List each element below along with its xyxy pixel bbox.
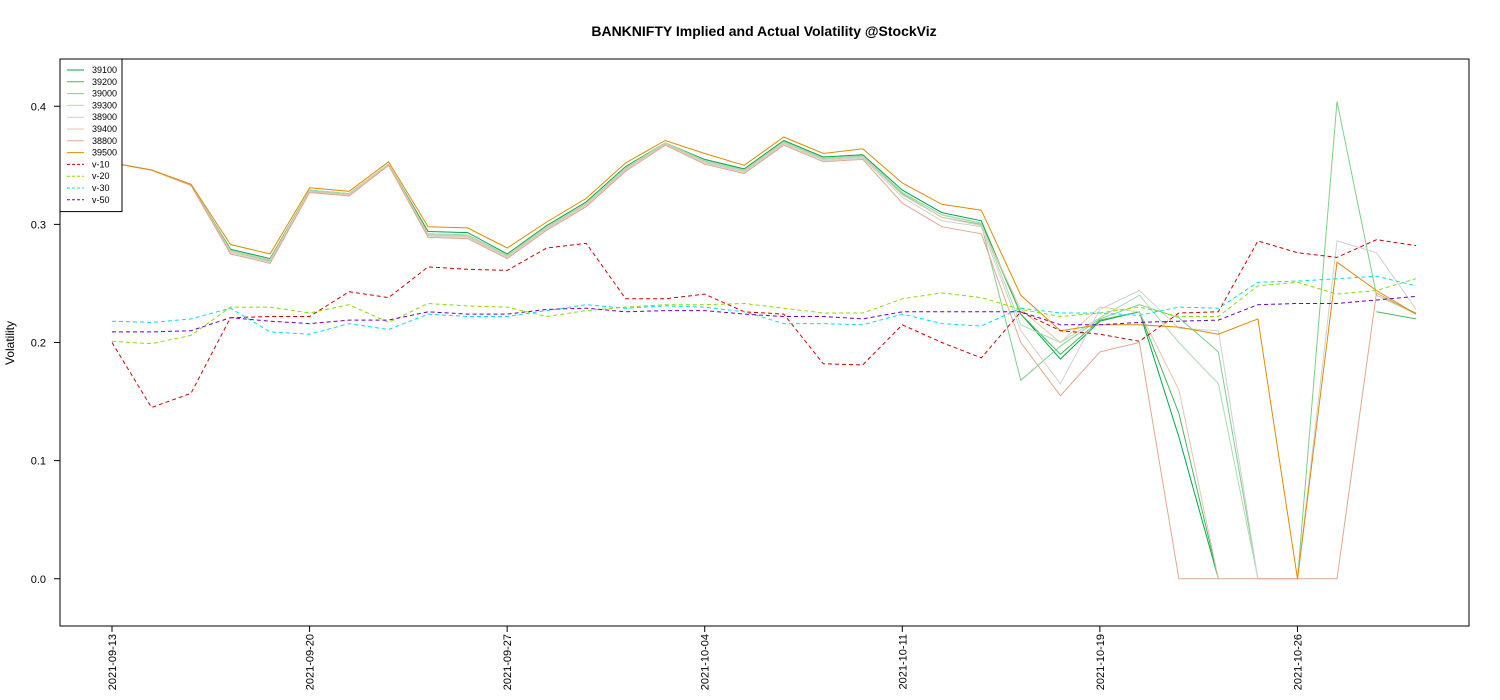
series-39500: [111, 136, 1417, 579]
series-layer: [111, 101, 1417, 580]
series-v-50: [112, 295, 1417, 333]
series-line: [112, 295, 1417, 333]
series-line: [111, 139, 1219, 579]
x-tick-label: 2021-10-19: [1095, 634, 1107, 690]
series-v-20: [111, 278, 1417, 345]
series-39200: [111, 141, 1417, 579]
legend-label: 39200: [92, 77, 117, 87]
series-38900: [111, 143, 1417, 580]
x-tick-label: 2021-09-13: [107, 634, 119, 690]
legend-label: v-30: [92, 183, 110, 193]
legend-label: v-20: [92, 171, 110, 181]
legend-label: 39400: [92, 124, 117, 134]
series-38800: [111, 144, 1417, 580]
series-line: [111, 239, 1417, 409]
series-line: [111, 278, 1417, 345]
series-line: [111, 141, 1417, 579]
y-tick-label: 0.2: [31, 338, 46, 350]
legend-box: [59, 58, 123, 213]
y-axis-label: Volatility: [3, 321, 17, 365]
legend-label: 39000: [92, 89, 117, 99]
series-line: [111, 136, 1417, 579]
legend-label: 39300: [92, 100, 117, 110]
legend-label: 39100: [92, 65, 117, 75]
x-tick-label: 2021-09-20: [305, 634, 317, 690]
series-line: [111, 144, 1417, 580]
plot-area-frame: [59, 58, 1470, 627]
series-line: [111, 141, 1417, 579]
y-tick-label: 0.1: [31, 456, 46, 468]
series-v-30: [111, 275, 1417, 335]
legend-label: 38900: [92, 112, 117, 122]
series-39100: [111, 139, 1219, 579]
legend-label: v-50: [92, 195, 110, 205]
legend-label: v-10: [92, 159, 110, 169]
series-v-10: [111, 239, 1417, 409]
series-line: [111, 143, 1417, 580]
series-line: [111, 275, 1417, 335]
y-tick-label: 0.4: [31, 101, 46, 113]
y-tick-label: 0.3: [31, 219, 46, 231]
y-tick-label: 0.0: [31, 574, 46, 586]
x-tick-label: 2021-09-27: [502, 634, 514, 690]
legend-label: 38800: [92, 136, 117, 146]
x-tick-label: 2021-10-26: [1292, 634, 1304, 690]
y-axis: 0.0 0.1 0.2 0.3 0.4: [31, 101, 60, 586]
legend-label: 39500: [92, 148, 117, 158]
x-tick-label: 2021-10-04: [700, 634, 712, 690]
x-axis: 2021-09-13 2021-09-20 2021-09-27 2021-10-04…: [107, 626, 1304, 690]
x-tick-label: 2021-10-11: [897, 634, 909, 689]
series-39300: [111, 141, 1417, 579]
chart-title: BANKNIFTY Implied and Actual Volatility …: [591, 23, 936, 39]
